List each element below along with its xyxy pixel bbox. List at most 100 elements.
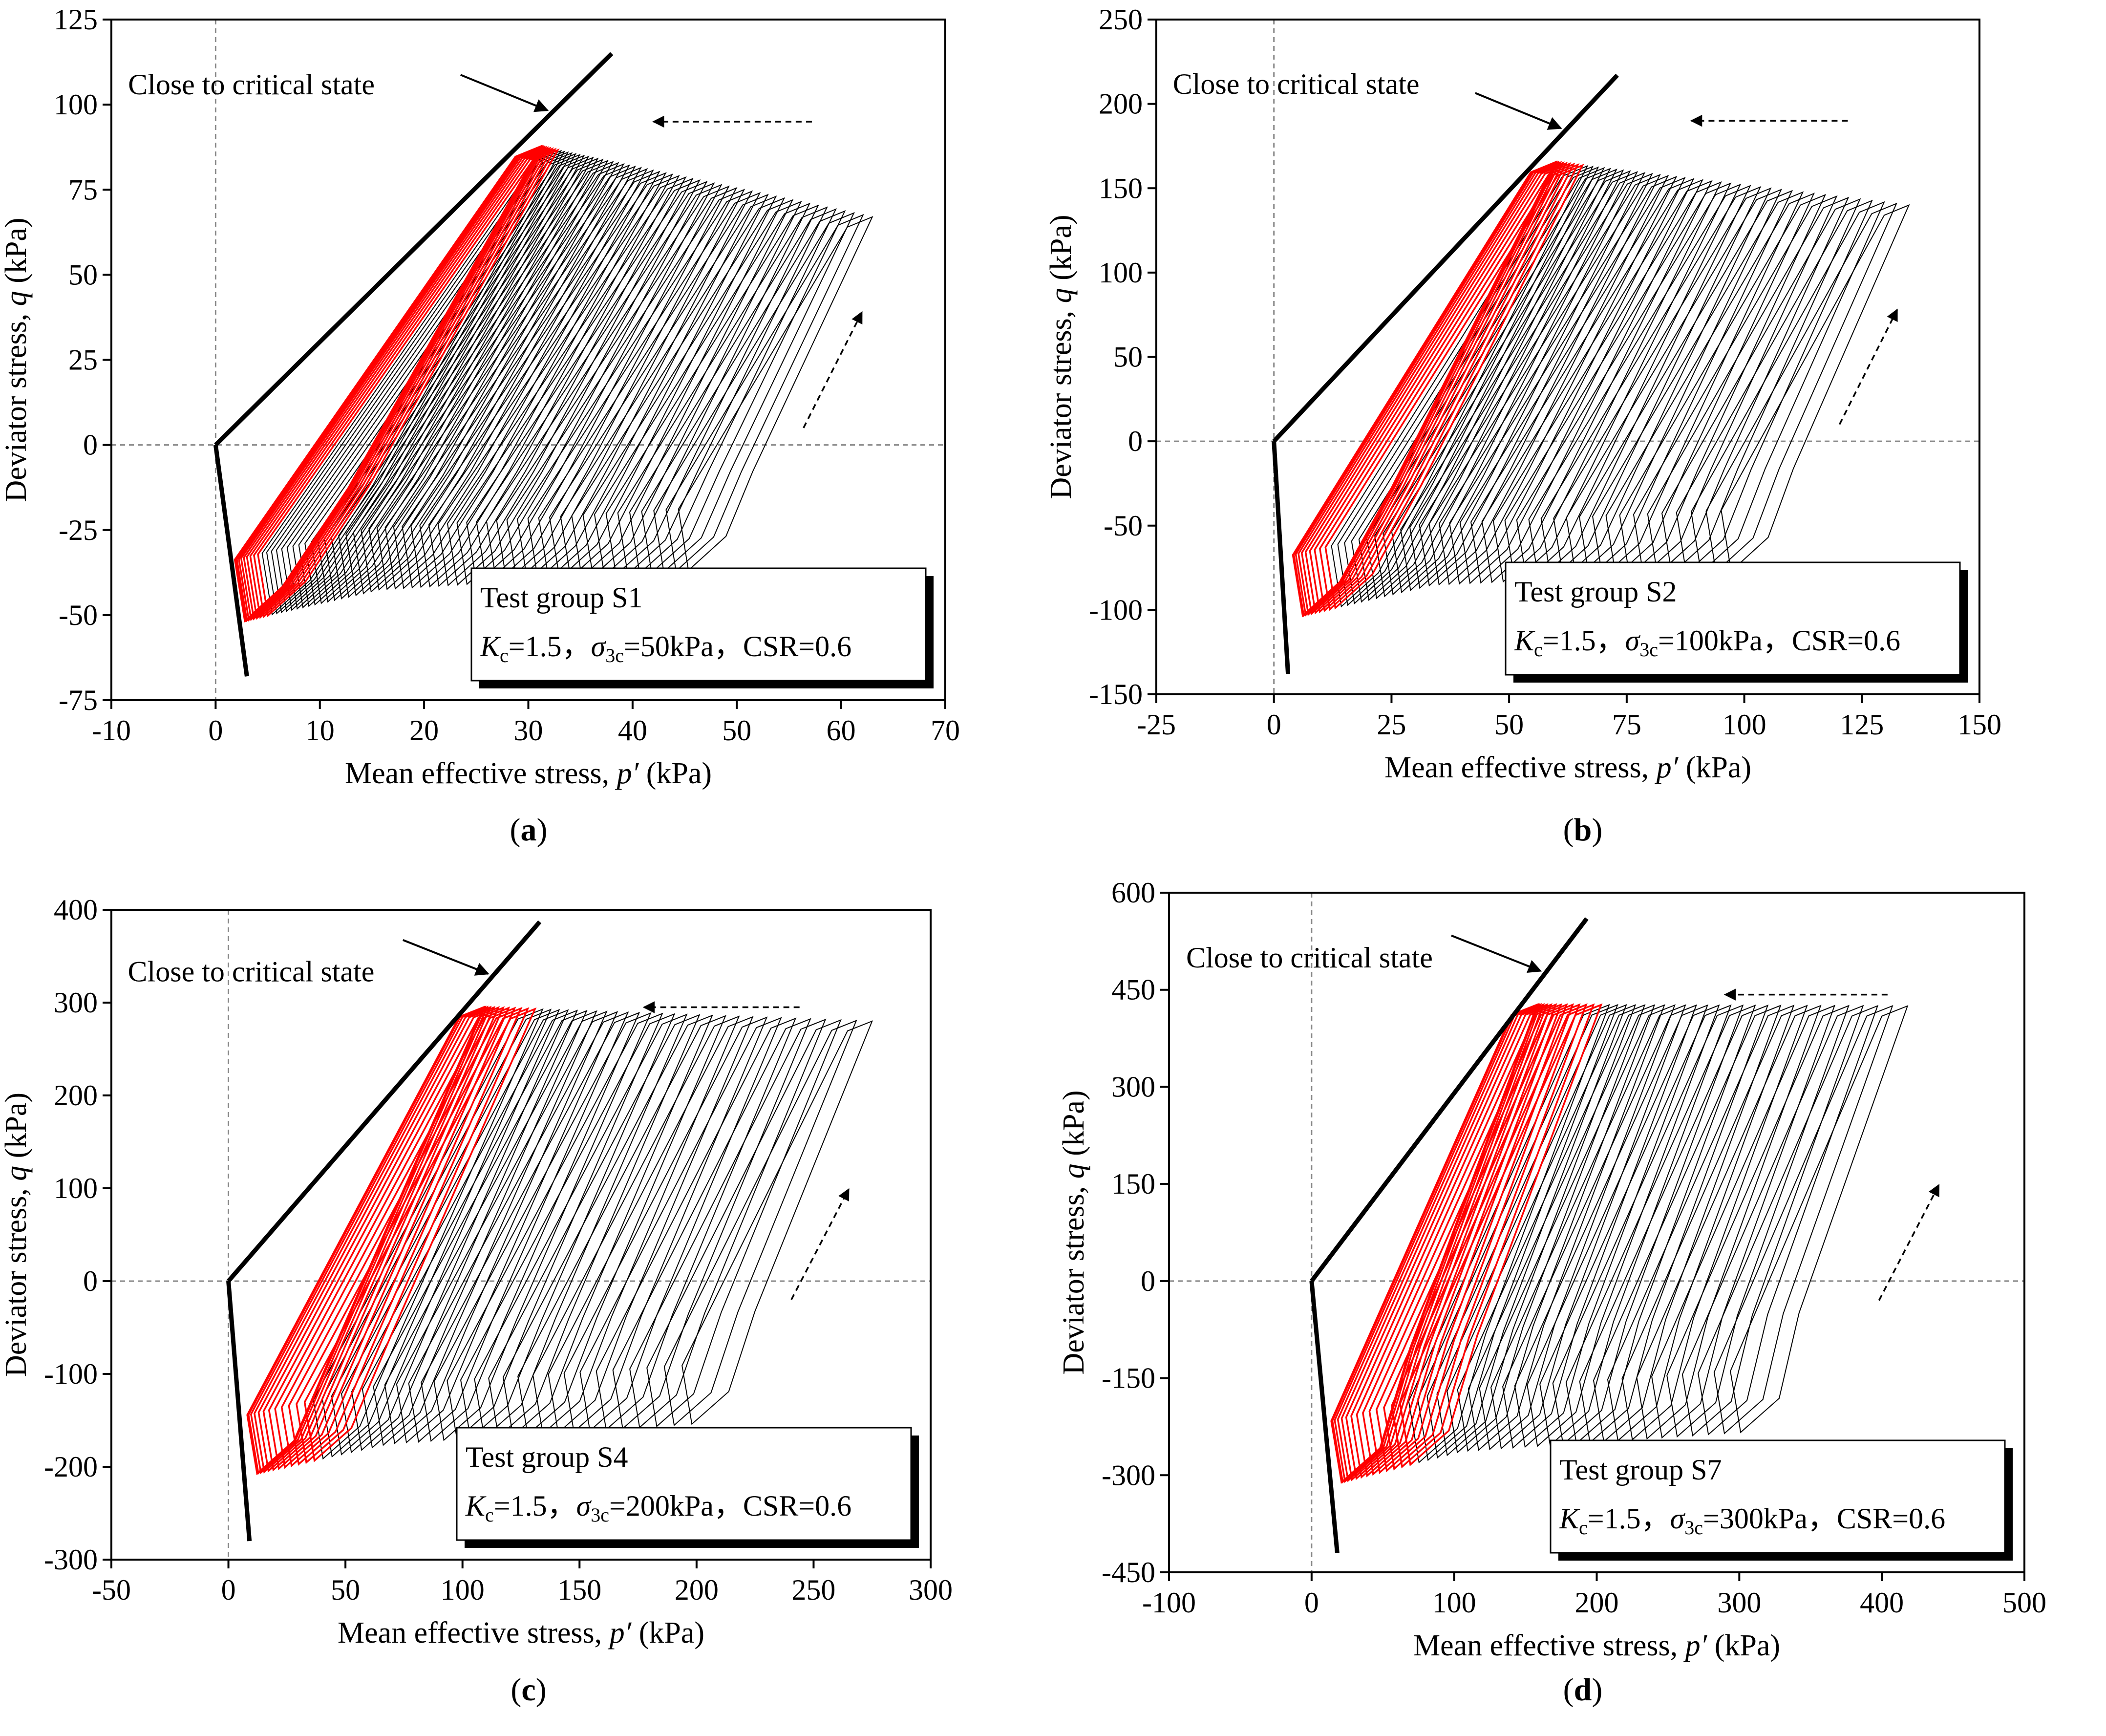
y-tick-label: -100: [44, 1358, 98, 1390]
x-tick-label: 100: [441, 1574, 485, 1606]
stress-path-loop: [246, 147, 552, 620]
x-tick-label: 300: [909, 1574, 953, 1606]
stress-path-loop: [1383, 1003, 1588, 1471]
stress-path-loop: [646, 1019, 842, 1428]
y-axis-label: Deviator stress, q (kPa): [1057, 1091, 1090, 1375]
y-tick-label: 200: [54, 1079, 98, 1112]
stress-path-loop: [1651, 1005, 1835, 1439]
stress-path-loop: [1447, 1004, 1646, 1454]
stress-path-loop: [262, 1006, 500, 1472]
stress-path-loop: [1419, 173, 1661, 587]
stress-path-loop: [288, 1007, 523, 1466]
stress-path-loop: [447, 179, 701, 586]
stress-path-loop: [428, 176, 687, 587]
stress-path-loop: [582, 201, 802, 578]
x-tick-label: 75: [1612, 708, 1641, 741]
legend-parameters: Kc=1.5，σ3c=100kPa，CSR=0.6: [1514, 624, 1900, 661]
stress-path-loops: [234, 145, 873, 623]
stress-path-loop: [456, 181, 708, 585]
y-tick-label: -25: [59, 514, 98, 546]
stress-path-loop: [249, 147, 554, 619]
stress-path-loop: [321, 1008, 552, 1458]
x-tick-label: 100: [1432, 1586, 1476, 1619]
stress-path-loop: [1428, 174, 1669, 586]
x-tick-label: 300: [1717, 1586, 1761, 1619]
legend-box: [470, 567, 927, 682]
x-axis-label: Mean effective stress, p′ (kPa): [338, 1616, 704, 1650]
stress-path-loop: [1324, 164, 1584, 610]
annotation-arrow: [1475, 92, 1562, 130]
y-tick-label: -50: [59, 599, 98, 631]
annotation-arrow: [1451, 934, 1542, 973]
stress-path-loop: [362, 1010, 588, 1449]
stress-path-loop: [1439, 175, 1678, 585]
legend-parameters: Kc=1.5，σ3c=50kPa，CSR=0.6: [480, 630, 851, 666]
y-tick-label: 100: [1099, 257, 1143, 289]
x-tick-label: 100: [1723, 708, 1766, 741]
stress-path-loop: [271, 151, 569, 614]
stress-path-loop: [1345, 1003, 1553, 1480]
annotation-arrow: [460, 74, 549, 112]
stress-path-loop: [410, 173, 674, 588]
stress-path-loop: [393, 171, 660, 589]
x-tick-label: 125: [1840, 708, 1884, 741]
stress-path-loop: [1579, 1005, 1769, 1444]
stress-path-loop: [353, 164, 631, 595]
stress-path-loop: [1479, 1004, 1676, 1451]
stress-path-loop: [1304, 162, 1568, 615]
panel-caption: (d): [1563, 1672, 1603, 1708]
x-tick-label: 0: [1304, 1586, 1319, 1619]
stress-path-loop: [1400, 171, 1646, 591]
stress-path-loop: [402, 172, 667, 589]
stress-path-loop: [331, 161, 614, 600]
y-axis-label: Deviator stress, q (kPa): [0, 218, 33, 502]
plot-frame: [110, 909, 932, 1561]
x-axis-label: Mean effective stress, p′ (kPa): [1413, 1629, 1780, 1662]
stress-path-loop: [240, 146, 547, 622]
stress-path-loops: [1292, 160, 1910, 618]
stress-path-loop: [1300, 161, 1565, 616]
legend-title: Test group S1: [480, 581, 642, 614]
stress-path-loop: [1340, 1003, 1549, 1481]
y-tick-label: 50: [1113, 341, 1143, 373]
y-tick-label: 125: [54, 3, 98, 36]
panel-caption: (c): [511, 1672, 546, 1708]
x-tick-label: 0: [1267, 708, 1281, 741]
stress-path-loop: [681, 1020, 873, 1425]
stress-path-loop: [331, 1009, 560, 1456]
y-tick-label: 0: [83, 429, 98, 461]
y-tick-label: -150: [1089, 678, 1143, 710]
x-tick-label: 0: [221, 1574, 236, 1606]
chart-panel-d: -100 0 100 200 300 400 500 -450 -300 -150 0 150 300 4…: [1057, 877, 2046, 1708]
x-axis-label: Mean effective stress, p′ (kPa): [1384, 751, 1751, 784]
stress-path-loop: [460, 1013, 676, 1439]
x-tick-label: -10: [92, 714, 131, 747]
stress-path-loop: [341, 1009, 569, 1454]
legend-parameters: Kc=1.5，σ3c=200kPa，CSR=0.6: [465, 1490, 851, 1526]
x-tick-label: -100: [1142, 1586, 1196, 1619]
stress-path-loop: [605, 204, 819, 576]
x-tick-label: 200: [675, 1574, 719, 1606]
stress-path-loop: [296, 1007, 530, 1464]
stress-path-loop: [243, 146, 550, 621]
stress-path-loop: [237, 145, 546, 622]
dashed-direction-arrow-up: [1838, 308, 1898, 425]
x-tick-label: 50: [722, 714, 751, 747]
x-tick-label: 400: [1860, 1586, 1904, 1619]
stress-path-loop: [1408, 1004, 1610, 1464]
stress-path-loop: [1298, 161, 1562, 616]
stress-path-loop: [1374, 169, 1624, 598]
stress-path-loop: [234, 145, 543, 623]
stress-path-loop: [421, 1011, 640, 1442]
y-tick-label: 250: [1099, 3, 1143, 36]
chart-panel-c: -50 0 50 100 150 200 250 300 -300 -200 -100 0 100 200…: [0, 894, 953, 1708]
stress-path-loop: [617, 206, 828, 576]
stress-path-loop: [1309, 162, 1572, 614]
stress-path-loop: [594, 202, 811, 577]
stress-path-loop: [1676, 199, 1873, 575]
stress-path-loop: [1337, 1003, 1545, 1482]
stress-path-loop: [1468, 1004, 1665, 1451]
stress-path-loop: [274, 1006, 511, 1469]
stress-path-loop: [663, 1020, 857, 1426]
stress-path-loop: [1292, 160, 1557, 618]
